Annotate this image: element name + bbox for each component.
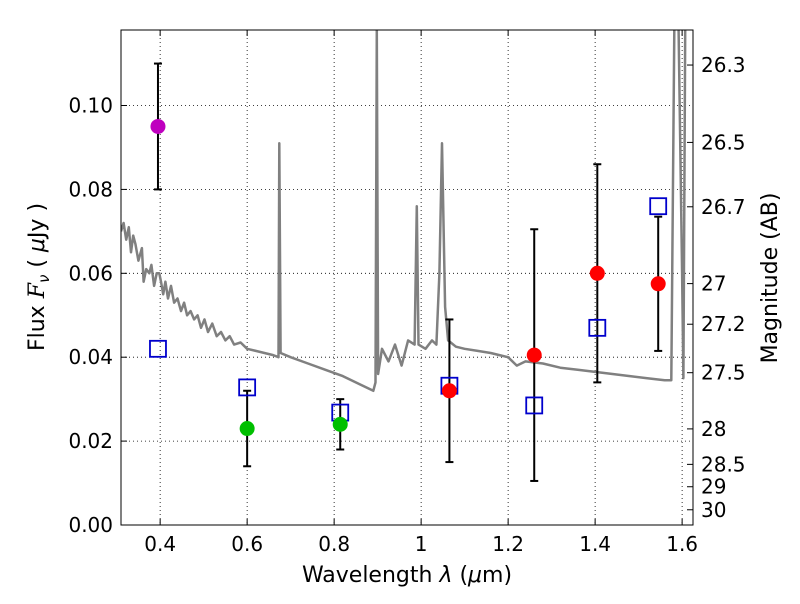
y-axis-label: Flux Fν ( μJy ) — [25, 203, 53, 351]
errorbar-layer — [153, 62, 663, 482]
model-photometry-square — [525, 396, 544, 415]
x-tick-label: 1.6 — [666, 532, 698, 556]
x-tick-label: 1.4 — [579, 532, 611, 556]
x-axis-label: Wavelength λ (μm) — [302, 563, 512, 588]
y-tick-label: 0.10 — [68, 94, 113, 118]
observed-flux-point — [150, 118, 166, 134]
mag-tick-label: 27.2 — [701, 312, 746, 336]
x-tick-label: 0.4 — [144, 532, 176, 556]
y2-axis-label: Magnitude (AB) — [758, 193, 783, 364]
model-photometry-square — [149, 339, 167, 358]
observed-flux-point — [650, 276, 666, 292]
observed-flux-point — [332, 416, 348, 432]
grid-layer — [121, 30, 693, 525]
x-tick-label: 1.2 — [492, 532, 524, 556]
model-spectrum-line-right — [677, 30, 687, 380]
mag-tick-label: 26.7 — [701, 195, 746, 219]
model-photometry-square — [238, 378, 257, 397]
y-tick-label: 0.00 — [68, 513, 113, 537]
spectrum-layer — [121, 30, 687, 393]
mag-tick-label: 28 — [701, 417, 726, 441]
model-points-layer — [149, 197, 668, 422]
observed-points-layer — [150, 118, 666, 437]
model-photometry-square — [649, 197, 668, 216]
y-tick-label: 0.04 — [68, 345, 113, 369]
mag-tick-label: 28.5 — [701, 452, 746, 476]
y-tick-label: 0.06 — [68, 261, 113, 285]
mag-tick-label: 29 — [701, 475, 726, 499]
mag-tick-label: 26.5 — [701, 130, 746, 154]
mag-tick-label: 27.5 — [701, 361, 746, 385]
observed-flux-point — [239, 421, 255, 437]
x-tick-label: 0.8 — [318, 532, 350, 556]
observed-flux-point — [526, 347, 542, 363]
model-photometry-square — [588, 318, 607, 337]
mag-tick-label: 26.3 — [701, 53, 746, 77]
model-spectrum-line — [121, 30, 676, 393]
plot-frame — [120, 29, 694, 526]
mag-tick-label: 30 — [701, 498, 726, 522]
observed-flux-point — [441, 383, 457, 399]
observed-flux-point — [589, 265, 605, 281]
y-tick-label: 0.08 — [68, 177, 113, 201]
mag-tick-label: 27 — [701, 272, 726, 296]
x-tick-label: 1 — [415, 532, 428, 556]
tick-layer: 0.4 0.6 0.8 1 1.2 1.4 1.6 0.00 0.02 0.04 0.06 0.08 0… — [68, 30, 746, 556]
y-tick-label: 0.02 — [68, 429, 113, 453]
x-tick-label: 0.6 — [231, 532, 263, 556]
